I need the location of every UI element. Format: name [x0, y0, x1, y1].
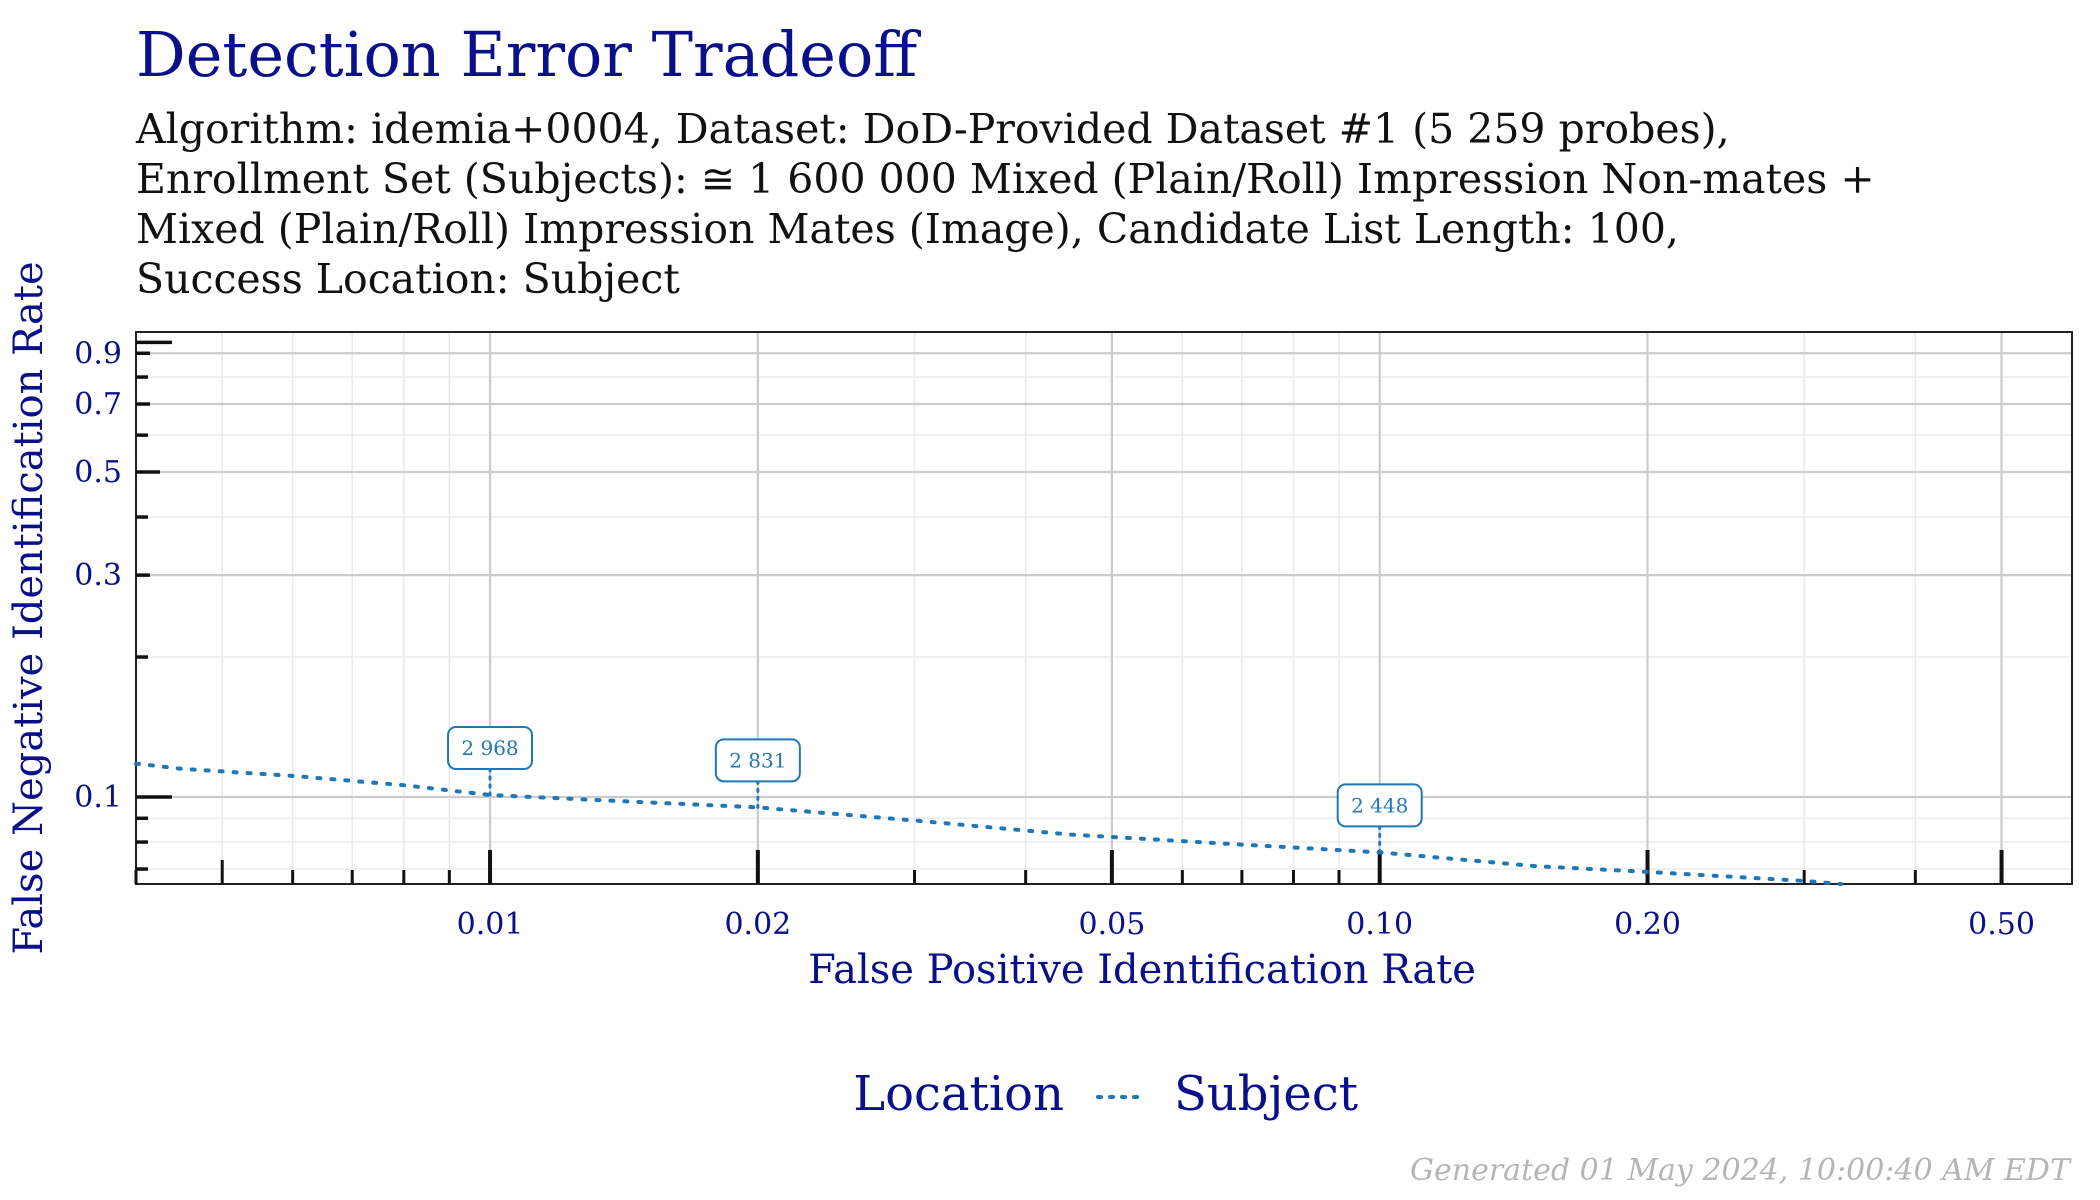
annotation-label: 2 831: [729, 748, 786, 772]
major-grid: [136, 332, 2072, 884]
series-line-subject: [134, 761, 1843, 886]
legend-title: Location: [853, 1066, 1064, 1122]
annotation-box: [447, 725, 534, 770]
y-axis-label: False Negative Identification Rate: [6, 261, 52, 954]
annotation-label: 2 448: [1351, 793, 1408, 817]
y-tick-label: 0.3: [74, 558, 122, 593]
generated-footer: Generated 01 May 2024, 10:00:40 AM EDT: [1410, 1153, 2070, 1188]
chart-subtitle: Algorithm: idemia+0004, Dataset: DoD-Pro…: [136, 104, 1875, 304]
annotation-box: [1336, 783, 1423, 828]
x-axis-label: False Positive Identification Rate: [808, 947, 1476, 993]
legend-entry-subject: Subject: [1174, 1066, 1358, 1122]
x-tick-label: 0.05: [1078, 907, 1145, 942]
chart-title: Detection Error Tradeoff: [136, 18, 918, 91]
subtitle-line: Mixed (Plain/Roll) Impression Mates (Ima…: [136, 205, 1679, 253]
legend: Location Subject: [853, 1066, 1358, 1122]
axis-ticks: [134, 340, 2004, 884]
x-tick-label: 0.20: [1614, 907, 1681, 942]
x-tick-label: 0.10: [1346, 907, 1413, 942]
subtitle-line: Algorithm: idemia+0004, Dataset: DoD-Pro…: [136, 105, 1730, 153]
subtitle-line: Success Location: Subject: [136, 255, 680, 303]
y-tick-label: 0.5: [74, 455, 122, 490]
x-tick-labels: 0.01 0.02 0.05 0.10 0.20 0.50: [457, 907, 2035, 942]
y-tick-label: 0.7: [74, 387, 122, 422]
x-tick-label: 0.02: [724, 907, 791, 942]
annotation-layer: 2 968 2 831 2 448: [447, 725, 1423, 854]
x-tick-label: 0.50: [1968, 907, 2035, 942]
annotation-label: 2 968: [461, 736, 518, 760]
plot-frame: [135, 331, 2073, 885]
x-tick-label: 0.01: [457, 907, 524, 942]
subtitle-line: Enrollment Set (Subjects): ≅ 1 600 000 M…: [136, 155, 1875, 203]
y-tick-labels: 0.1 0.3 0.5 0.7 0.9: [74, 336, 122, 815]
minor-grid: [135, 331, 2072, 884]
y-tick-label: 0.9: [74, 336, 122, 371]
y-tick-label: 0.1: [74, 780, 122, 815]
series-layer: [134, 761, 1843, 886]
annotation-box: [714, 738, 801, 783]
